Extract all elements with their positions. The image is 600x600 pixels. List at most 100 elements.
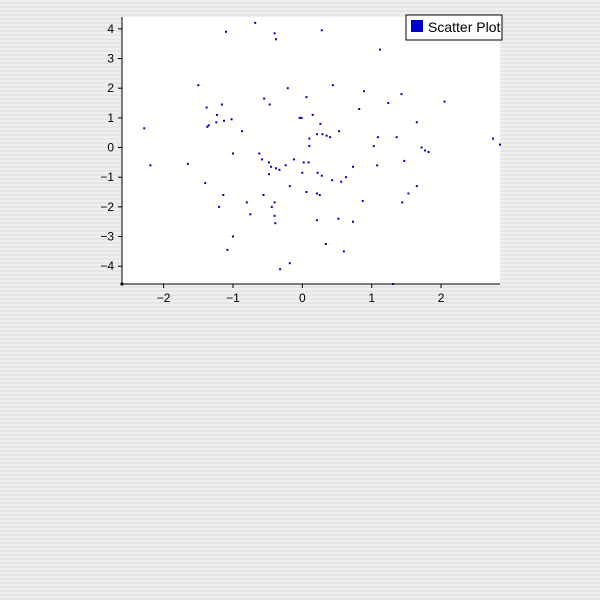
data-point	[300, 116, 303, 119]
data-point	[222, 194, 225, 196]
data-point	[268, 161, 270, 164]
data-point	[401, 201, 404, 204]
data-point	[342, 250, 345, 253]
data-point	[319, 122, 322, 125]
data-point	[298, 116, 301, 119]
data-point	[407, 192, 410, 195]
data-point	[204, 182, 207, 185]
data-point	[207, 124, 210, 127]
data-point	[143, 127, 146, 130]
data-point	[225, 30, 227, 33]
data-point	[241, 130, 243, 133]
data-point	[215, 121, 218, 124]
data-point	[270, 205, 273, 208]
data-point	[232, 152, 234, 155]
y-tick-label: 3	[107, 52, 114, 66]
data-point	[338, 130, 341, 133]
data-point	[205, 106, 208, 109]
data-point	[315, 192, 318, 195]
data-point	[358, 108, 361, 110]
data-point	[288, 185, 291, 188]
data-point	[286, 87, 289, 90]
axis-origin-marker	[120, 282, 124, 286]
data-point	[226, 248, 229, 251]
data-point	[320, 174, 323, 177]
data-point	[223, 119, 225, 122]
data-point	[499, 143, 501, 146]
data-point	[331, 179, 334, 182]
scatter-points	[143, 21, 501, 285]
data-point	[324, 243, 327, 245]
data-point	[218, 205, 221, 208]
y-tick-label: −3	[100, 230, 114, 244]
legend-label: Scatter Plot	[428, 19, 500, 35]
data-point	[492, 137, 495, 140]
data-point	[379, 48, 381, 51]
x-axis-ticks: −2 −1 0 1 2	[157, 284, 445, 305]
y-tick-label: 0	[107, 141, 114, 155]
data-point	[325, 134, 328, 137]
data-point	[305, 191, 308, 193]
data-point	[321, 133, 324, 136]
data-point	[301, 171, 304, 174]
data-point	[415, 185, 418, 188]
data-point	[315, 133, 318, 136]
plot-area	[122, 17, 500, 284]
data-point	[273, 32, 276, 35]
data-point	[307, 161, 310, 164]
data-point	[352, 165, 354, 168]
data-point	[308, 145, 311, 148]
data-point	[254, 21, 257, 24]
data-point	[288, 262, 291, 265]
data-point	[149, 164, 152, 167]
legend-swatch	[411, 20, 423, 32]
data-point	[258, 152, 261, 155]
data-point	[270, 165, 273, 168]
data-point	[279, 268, 282, 271]
data-point	[308, 137, 311, 140]
data-point	[363, 90, 366, 93]
data-point	[268, 173, 270, 176]
data-point	[274, 222, 277, 225]
data-point	[273, 201, 276, 204]
x-tick-label: −2	[157, 291, 171, 305]
data-point	[275, 167, 277, 170]
legend: Scatter Plot	[405, 14, 503, 41]
data-point	[352, 220, 354, 223]
data-point	[345, 176, 347, 179]
data-point	[305, 96, 308, 99]
data-point	[316, 171, 319, 174]
data-point	[400, 93, 403, 96]
data-point	[320, 29, 323, 32]
data-point	[261, 158, 264, 161]
data-point	[268, 103, 271, 106]
y-tick-label: 2	[107, 81, 114, 95]
data-point	[302, 161, 305, 164]
data-point	[206, 125, 209, 128]
data-point	[329, 136, 332, 139]
data-point	[230, 118, 233, 121]
y-axis-ticks: −4 −3 −2 −1 0 1 2 3 4	[100, 22, 122, 273]
y-tick-label: −1	[100, 170, 114, 184]
data-point	[387, 102, 390, 104]
x-tick-label: −1	[226, 291, 240, 305]
data-point	[443, 100, 446, 103]
data-point	[293, 158, 295, 161]
data-point	[376, 136, 379, 139]
data-point	[340, 180, 343, 183]
data-point	[376, 164, 379, 167]
y-tick-label: 4	[107, 22, 114, 36]
data-point	[420, 146, 423, 149]
data-point	[232, 235, 234, 238]
data-point	[262, 194, 265, 196]
data-point	[275, 38, 277, 41]
data-point	[315, 219, 318, 222]
data-point	[245, 201, 248, 204]
x-tick-label: 1	[368, 291, 375, 305]
x-tick-label: 2	[438, 291, 445, 305]
x-tick-label: 0	[299, 291, 306, 305]
data-point	[372, 145, 375, 148]
data-point	[337, 217, 340, 220]
data-point	[186, 162, 189, 165]
